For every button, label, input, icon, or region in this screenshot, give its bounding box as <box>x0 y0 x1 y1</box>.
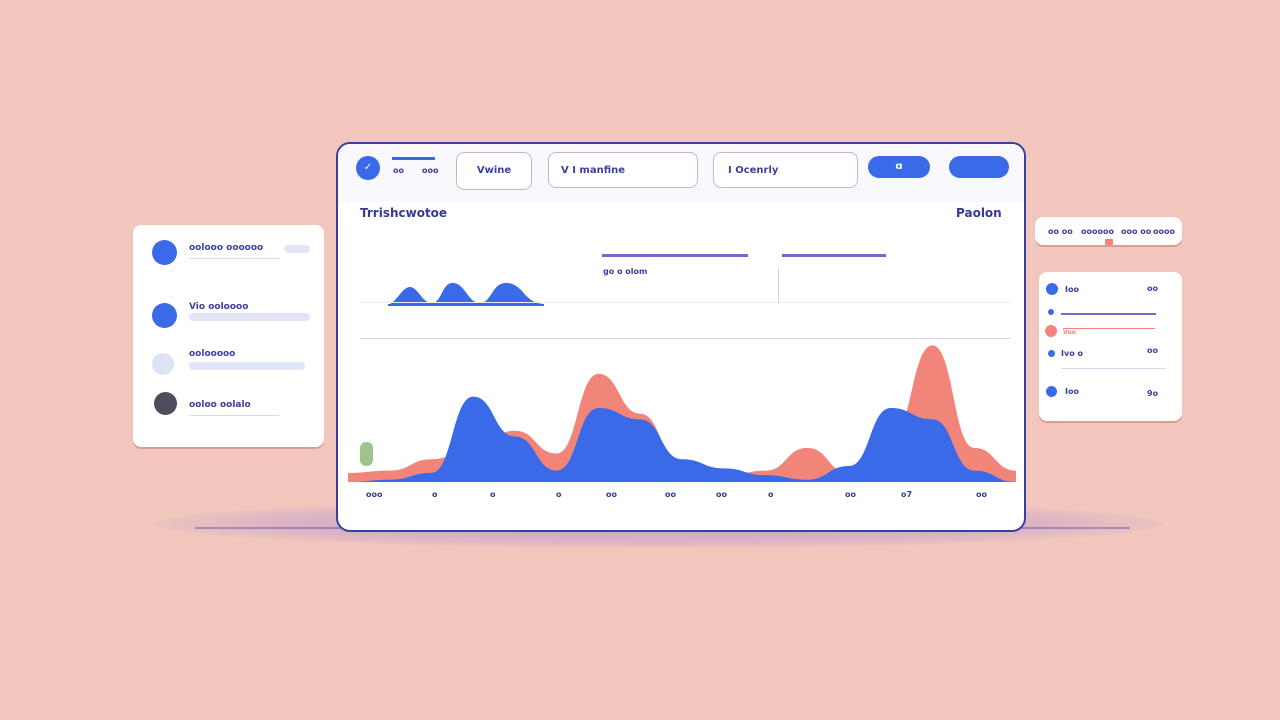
x-tick-label: oo <box>845 490 856 499</box>
green-marker <box>360 442 373 466</box>
row-label-1: Ioo <box>1065 285 1079 294</box>
x-tick-label: ooo <box>366 490 383 499</box>
legend-underline-4 <box>189 415 279 416</box>
brand-underline <box>392 157 435 160</box>
toolbar: ✓ oo ooo Vwine V I manfine I Ocenrly ɑ <box>338 144 1024 202</box>
row-value-1: oo <box>1147 284 1158 293</box>
right-list-panel: Ioo oo Vuo Ivo o oo Ioo 9o <box>1039 272 1182 421</box>
right-top-label-1: oo oo <box>1048 227 1073 236</box>
right-top-marker-icon <box>1105 239 1113 245</box>
main-window: ✓ oo ooo Vwine V I manfine I Ocenrly ɑ T… <box>336 142 1026 532</box>
legend-bar-2[interactable] <box>189 313 310 321</box>
row-dot-1 <box>1046 283 1058 295</box>
row-line-2 <box>1061 313 1156 315</box>
brand-small-1: oo <box>393 166 404 175</box>
row-label-3: Vuo <box>1063 329 1076 336</box>
legend-label-2: Vio ooloooo <box>189 302 249 312</box>
x-tick-label: o <box>768 490 774 499</box>
legend-dot-blue <box>152 240 177 265</box>
row-label-5: Ioo <box>1065 387 1079 396</box>
x-tick-label: o <box>490 490 496 499</box>
tab-vwine[interactable]: Vwine <box>456 152 532 190</box>
legend-bar-3[interactable] <box>189 362 305 370</box>
app-logo-icon[interactable]: ✓ <box>356 156 380 180</box>
row-dot-5 <box>1046 386 1057 397</box>
row-dot-3 <box>1045 325 1057 337</box>
mini-sparkline-area <box>388 282 544 305</box>
legend-toggle-1[interactable] <box>284 245 310 253</box>
right-top-label-4: oooo <box>1153 227 1175 236</box>
legend-label-3: oolooooo <box>189 349 236 359</box>
mini-caption: go o olom <box>603 267 648 276</box>
chart-top-rule <box>360 338 1010 339</box>
row-line-3 <box>1063 328 1155 329</box>
legend-dot-blue-2 <box>152 303 177 328</box>
mini-divider <box>778 268 779 304</box>
legend-label-4: ooloo oolalo <box>189 400 251 410</box>
row-value-4: oo <box>1147 346 1158 355</box>
x-tick-label: oo <box>976 490 987 499</box>
mini-baseline <box>360 302 1010 303</box>
tab-ocenrly[interactable]: I Ocenrly <box>713 152 858 188</box>
x-tick-label: o <box>432 490 438 499</box>
x-tick-label: o <box>556 490 562 499</box>
x-tick-label: o7 <box>901 490 913 499</box>
chart-right-label[interactable]: Paolon <box>956 206 1002 220</box>
x-tick-label: oo <box>665 490 676 499</box>
tab-manfine[interactable]: V I manfine <box>548 152 698 188</box>
row-dot-2 <box>1048 309 1054 315</box>
row-dot-4 <box>1048 350 1055 357</box>
series-area-0[interactable] <box>348 396 1016 482</box>
right-top-label-2: oooooo <box>1081 227 1114 236</box>
left-legend-panel: oolooo oooooo Vio ooloooo oolooooo ooloo… <box>133 225 324 447</box>
row-underline-4 <box>1061 368 1166 369</box>
chart-title: Trrishcwotoe <box>360 206 448 220</box>
x-tick-label: oo <box>606 490 617 499</box>
mini-stat-bar-2 <box>782 254 886 257</box>
main-area-chart <box>348 345 1016 482</box>
legend-dot-light <box>152 353 174 375</box>
action-button-2[interactable] <box>949 156 1009 178</box>
action-button-1[interactable]: ɑ <box>868 156 930 178</box>
right-top-label-3: ooo oo <box>1121 227 1152 236</box>
mini-stat-bar-1 <box>602 254 748 257</box>
legend-dot-dark <box>154 392 177 415</box>
row-value-5: 9o <box>1147 389 1159 398</box>
x-tick-label: oo <box>716 490 727 499</box>
legend-underline-1 <box>189 258 279 259</box>
mini-sparkline <box>388 282 544 306</box>
legend-label-1: oolooo oooooo <box>189 243 264 253</box>
right-top-panel: oo oo oooooo ooo oo oooo <box>1035 217 1182 245</box>
row-label-4: Ivo o <box>1061 349 1083 358</box>
brand-small-2: ooo <box>422 166 439 175</box>
